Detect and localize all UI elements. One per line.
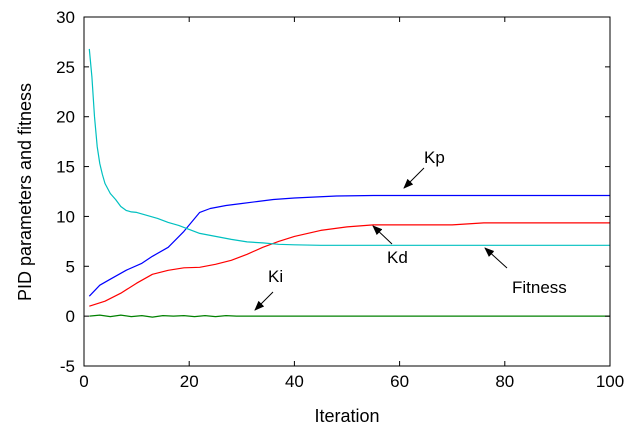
x-axis-label: Iteration bbox=[314, 406, 379, 426]
kd-arrow bbox=[372, 225, 393, 245]
ki-arrow bbox=[254, 291, 274, 311]
x-tick-label-3: 60 bbox=[390, 372, 409, 391]
kd-annotation: Kd bbox=[387, 248, 408, 267]
fitness-arrow bbox=[484, 247, 508, 269]
series-line-ki bbox=[89, 314, 610, 318]
y-tick-label-3: 10 bbox=[56, 207, 75, 226]
annotation-layer: Kp Kd Ki Fitness bbox=[254, 148, 567, 311]
series-line-kp bbox=[88, 194, 610, 297]
x-tick-label-0: 0 bbox=[79, 372, 88, 391]
y-tick-label-1: 0 bbox=[66, 307, 75, 326]
series-layer bbox=[88, 48, 610, 318]
kp-arrow bbox=[403, 167, 425, 189]
y-tick-label-6: 25 bbox=[56, 58, 75, 77]
series-line-kd bbox=[89, 222, 610, 307]
x-tick-label-4: 80 bbox=[495, 372, 514, 391]
y-tick-label-5: 20 bbox=[56, 108, 75, 127]
y-tick-label-0: -5 bbox=[60, 357, 75, 376]
y-tick-label-7: 30 bbox=[56, 8, 75, 27]
y-tick-label-2: 5 bbox=[66, 257, 75, 276]
ki-annotation: Ki bbox=[268, 267, 283, 286]
series-line-fitness bbox=[88, 48, 610, 246]
plot-area bbox=[84, 17, 610, 366]
fitness-annotation: Fitness bbox=[512, 278, 567, 297]
y-tick-label-4: 15 bbox=[56, 158, 75, 177]
plot-frame bbox=[83, 16, 611, 367]
x-tick-label-5: 100 bbox=[596, 372, 624, 391]
kp-annotation: Kp bbox=[424, 148, 445, 167]
x-tick-label-2: 40 bbox=[285, 372, 304, 391]
y-axis-label: PID parameters and fitness bbox=[15, 83, 35, 301]
x-tick-label-1: 20 bbox=[180, 372, 199, 391]
